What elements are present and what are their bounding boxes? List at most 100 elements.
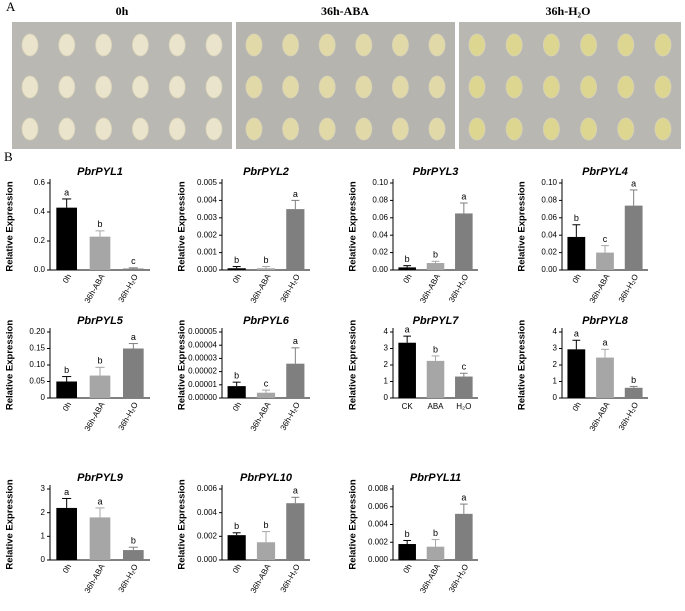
significance-letter: c: [131, 256, 136, 266]
seed: [318, 117, 336, 141]
y-tick-label: 0.002: [197, 230, 218, 239]
bar: [56, 381, 77, 398]
x-tick-label: 36h-H₂O: [617, 401, 640, 432]
bar: [56, 207, 77, 270]
bar: [286, 209, 305, 270]
y-tick-label: 0.00: [372, 265, 388, 274]
bar: [256, 542, 276, 560]
seed: [95, 33, 112, 57]
x-tick-label: 36h-H₂O: [447, 563, 470, 594]
x-tick-label: 36h-ABA: [588, 272, 612, 305]
significance-letter: b: [574, 213, 579, 223]
x-tick-label: 36h-H₂O: [279, 563, 302, 594]
seed: [21, 117, 39, 141]
y-axis-label: Relative Expression: [177, 320, 188, 410]
x-tick-label: 36h-H₂O: [617, 273, 640, 304]
seed: [505, 33, 523, 57]
y-tick-label: 0.002: [197, 531, 218, 540]
photo: [459, 22, 681, 149]
seed: [468, 33, 486, 57]
x-tick-label: 36h-ABA: [249, 562, 273, 595]
y-tick-label: 0.00002: [188, 367, 217, 376]
y-tick-label: 0.00004: [188, 340, 217, 349]
seed: [58, 117, 76, 141]
seed: [282, 117, 300, 141]
chart-title: PbrPYL9: [77, 472, 124, 484]
seed: [505, 117, 523, 141]
chart-title: PbrPYL10: [240, 472, 293, 484]
y-tick-label: 0.004: [197, 508, 218, 517]
significance-letter: b: [405, 529, 410, 539]
column-header: 36h-ABA: [321, 4, 369, 18]
y-tick-label: 3: [553, 344, 558, 353]
bar: [256, 268, 276, 270]
y-tick-label: 0.0: [34, 265, 46, 274]
seed: [391, 75, 409, 99]
bar: [567, 236, 586, 270]
y-tick-label: 2: [41, 508, 46, 517]
significance-letter: b: [433, 250, 438, 260]
bar: [426, 546, 445, 560]
photo: [12, 22, 232, 149]
y-tick-label: 0.003: [197, 213, 218, 222]
panel-label: B: [4, 149, 13, 164]
y-tick-label: 0.004: [368, 520, 389, 529]
y-tick-label: 0.000: [368, 555, 389, 564]
y-axis-label: Relative Expression: [517, 181, 528, 271]
y-tick-label: 0: [41, 393, 46, 402]
seed: [580, 75, 597, 99]
bar: [56, 507, 77, 560]
y-tick-label: 0.004: [197, 196, 218, 205]
significance-letter: b: [433, 344, 438, 354]
y-tick-label: 0.08: [372, 196, 388, 205]
chart-title: PbrPYL6: [243, 315, 290, 327]
seed: [355, 33, 373, 57]
y-tick-label: 0.6: [34, 178, 46, 187]
significance-letter: c: [462, 362, 467, 372]
column-header: 36h-H₂O: [546, 4, 591, 18]
bar: [256, 392, 276, 398]
bar: [398, 544, 416, 560]
significance-letter: a: [461, 492, 466, 502]
y-tick-label: 0.05: [29, 377, 45, 386]
x-tick-label: 36h-H₂O: [279, 401, 302, 432]
x-tick-label: 0h: [61, 563, 73, 575]
x-tick-label: 36h-ABA: [418, 272, 442, 305]
y-tick-label: 0.06: [372, 213, 388, 222]
panel-label: A: [6, 0, 16, 14]
chart-title: PbrPYL11: [410, 472, 461, 484]
x-tick-label: 0h: [401, 273, 413, 285]
seed: [428, 117, 446, 141]
seed: [543, 117, 560, 141]
seed: [617, 75, 635, 99]
x-tick-label: 0h: [571, 401, 583, 413]
significance-letter: b: [234, 255, 239, 265]
significance-letter: a: [64, 187, 69, 197]
seed: [205, 75, 223, 99]
significance-letter: b: [234, 371, 239, 381]
chart-title: PbrPYL2: [243, 166, 289, 178]
seed: [580, 33, 597, 57]
y-tick-label: 0.000: [197, 265, 218, 274]
chart-title: PbrPYL4: [582, 166, 628, 178]
significance-letter: b: [131, 536, 136, 546]
x-tick-label: 0h: [231, 273, 243, 285]
bar: [398, 267, 416, 270]
seed: [355, 117, 373, 141]
bar: [455, 376, 473, 398]
seed: [468, 117, 486, 141]
x-tick-label: 36h-ABA: [83, 400, 107, 433]
seed: [21, 75, 39, 99]
x-tick-label: 0h: [231, 563, 243, 575]
y-tick-label: 0: [553, 393, 558, 402]
significance-letter: a: [64, 487, 69, 497]
x-tick-label: 36h-H₂O: [279, 273, 302, 304]
y-tick-label: 0.08: [541, 196, 557, 205]
y-tick-label: 0.10: [372, 178, 388, 187]
photo: [236, 22, 455, 149]
chart-title: PbrPYL1: [77, 166, 123, 178]
significance-letter: b: [263, 255, 268, 265]
x-tick-label: 36h-ABA: [83, 562, 107, 595]
seed: [428, 33, 446, 57]
y-tick-label: 0: [384, 393, 389, 402]
